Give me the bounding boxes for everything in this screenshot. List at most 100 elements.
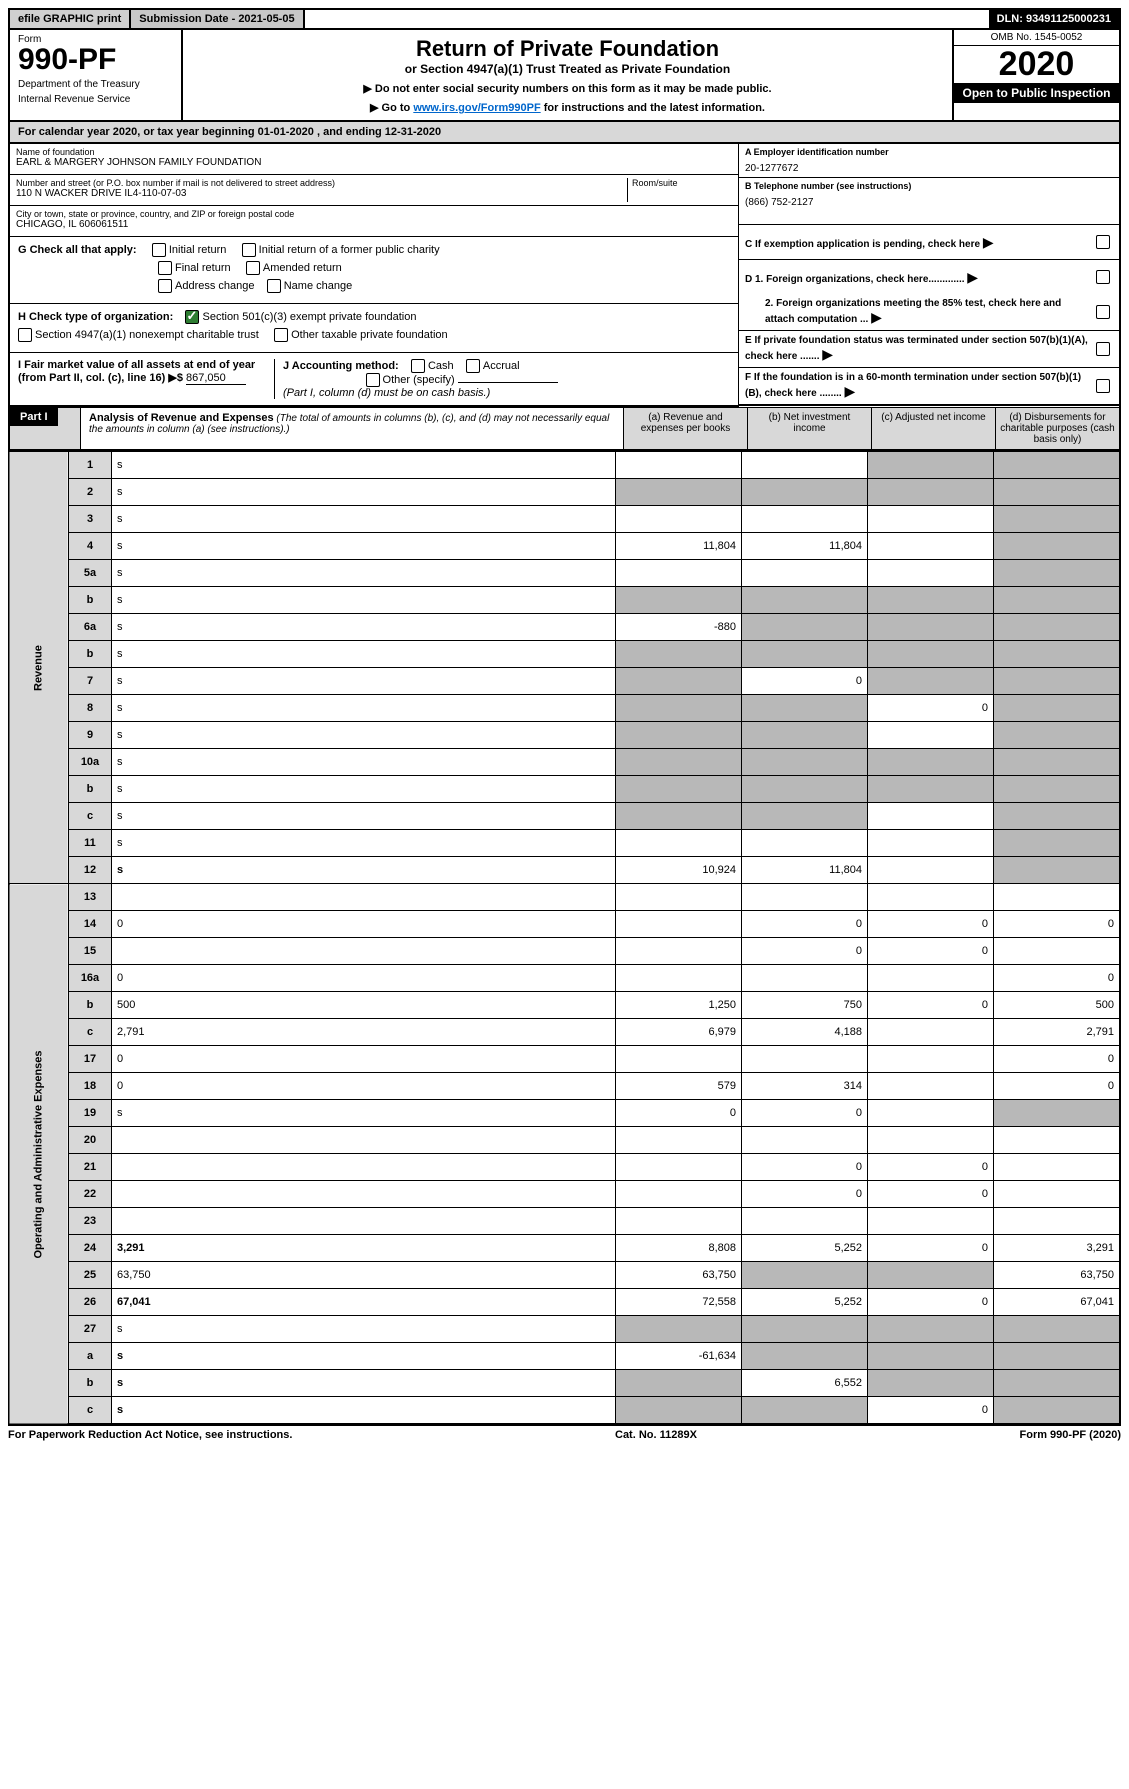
section-d1: D 1. Foreign organizations, check here..…	[739, 260, 1119, 294]
col-d-value	[994, 506, 1121, 533]
col-b-value: 0	[742, 1100, 868, 1127]
line-number: 19	[69, 1100, 112, 1127]
room-label: Room/suite	[632, 178, 732, 188]
col-d-value	[994, 641, 1121, 668]
name-change-checkbox[interactable]	[267, 279, 281, 293]
irs: Internal Revenue Service	[18, 94, 173, 105]
line-row: 140000	[9, 911, 1120, 938]
col-a-value	[616, 560, 742, 587]
col-d-value	[994, 830, 1121, 857]
col-d-head: (d) Disbursements for charitable purpose…	[996, 408, 1119, 449]
col-a-value	[616, 749, 742, 776]
line-row: 6as-880	[9, 614, 1120, 641]
line-desc	[112, 1154, 616, 1181]
col-b-value: 5,252	[742, 1289, 868, 1316]
other-specify-field[interactable]	[458, 382, 558, 383]
line-number: 3	[69, 506, 112, 533]
line-number: 6a	[69, 614, 112, 641]
col-a-value: 63,750	[616, 1262, 742, 1289]
line-row: 19s00	[9, 1100, 1120, 1127]
line-desc: 0	[112, 1073, 616, 1100]
line-number: b	[69, 641, 112, 668]
opt-addr: Address change	[175, 280, 255, 292]
col-a-value	[616, 938, 742, 965]
col-d-value: 0	[994, 965, 1121, 992]
col-d-value	[994, 533, 1121, 560]
part1-table: Revenue1s2s3s4s11,80411,8045asbs6as-880b…	[8, 451, 1121, 1425]
col-c-head: (c) Adjusted net income	[872, 408, 996, 449]
col-b-value: 11,804	[742, 533, 868, 560]
line-number: 12	[69, 857, 112, 884]
col-a-value: 11,804	[616, 533, 742, 560]
efile-print-button[interactable]: efile GRAPHIC print	[10, 10, 131, 28]
footer: For Paperwork Reduction Act Notice, see …	[8, 1425, 1121, 1441]
col-b-value	[742, 776, 868, 803]
section-c: C If exemption application is pending, c…	[739, 225, 1119, 260]
col-c-value	[868, 452, 994, 479]
line-desc: s	[112, 857, 616, 884]
fmv-value: 867,050	[186, 372, 246, 385]
terminated-checkbox[interactable]	[1096, 342, 1110, 356]
col-c-value	[868, 533, 994, 560]
line-number: 22	[69, 1181, 112, 1208]
g-label: G Check all that apply:	[18, 244, 137, 256]
line-desc: 0	[112, 911, 616, 938]
col-c-value: 0	[868, 992, 994, 1019]
col-d-value	[994, 695, 1121, 722]
501c3-checkbox[interactable]	[185, 310, 199, 324]
cash-checkbox[interactable]	[411, 359, 425, 373]
line-row: c2,7916,9794,1882,791	[9, 1019, 1120, 1046]
line-desc: s	[112, 1343, 616, 1370]
line-row: cs	[9, 803, 1120, 830]
col-a-value: 1,250	[616, 992, 742, 1019]
col-d-value	[994, 803, 1121, 830]
line-number: c	[69, 803, 112, 830]
amended-checkbox[interactable]	[246, 261, 260, 275]
line-desc: 2,791	[112, 1019, 616, 1046]
h-label: H Check type of organization:	[18, 311, 173, 323]
col-c-value	[868, 722, 994, 749]
part1-desc: Analysis of Revenue and Expenses (The to…	[81, 408, 624, 449]
col-a-value	[616, 587, 742, 614]
instr-2-pre: ▶ Go to	[370, 102, 413, 114]
form990pf-link[interactable]: www.irs.gov/Form990PF	[413, 102, 540, 114]
col-c-value	[868, 560, 994, 587]
col-d-value: 67,041	[994, 1289, 1121, 1316]
col-b-value	[742, 884, 868, 911]
addr-change-checkbox[interactable]	[158, 279, 172, 293]
accrual-checkbox[interactable]	[466, 359, 480, 373]
col-d-value	[994, 1127, 1121, 1154]
final-return-checkbox[interactable]	[158, 261, 172, 275]
section-f: F If the foundation is in a 60-month ter…	[739, 368, 1119, 406]
col-a-value	[616, 452, 742, 479]
exemption-pending-checkbox[interactable]	[1096, 235, 1110, 249]
col-a-value	[616, 479, 742, 506]
d1-label: D 1. Foreign organizations, check here..…	[745, 274, 965, 285]
col-c-value	[868, 830, 994, 857]
ein-row: A Employer identification number 20-1277…	[739, 144, 1119, 178]
other-taxable-checkbox[interactable]	[274, 328, 288, 342]
foreign-85-checkbox[interactable]	[1096, 305, 1110, 319]
line-row: bs6,552	[9, 1370, 1120, 1397]
dln: DLN: 93491125000231	[989, 10, 1119, 28]
60month-checkbox[interactable]	[1096, 379, 1110, 393]
col-a-value: 72,558	[616, 1289, 742, 1316]
4947-checkbox[interactable]	[18, 328, 32, 342]
addr: 110 N WACKER DRIVE IL4-110-07-03	[16, 188, 627, 199]
line-number: b	[69, 1370, 112, 1397]
line-number: 18	[69, 1073, 112, 1100]
other-method-checkbox[interactable]	[366, 373, 380, 387]
col-a-value	[616, 641, 742, 668]
ein-label: A Employer identification number	[745, 147, 889, 157]
foreign-org-checkbox[interactable]	[1096, 270, 1110, 284]
col-d-value	[994, 1100, 1121, 1127]
line-desc: s	[112, 803, 616, 830]
line-row: 1805793140	[9, 1073, 1120, 1100]
col-a-value: 6,979	[616, 1019, 742, 1046]
title-block: Return of Private Foundation or Section …	[183, 30, 952, 120]
col-c-value	[868, 506, 994, 533]
initial-former-checkbox[interactable]	[242, 243, 256, 257]
col-d-value: 0	[994, 1073, 1121, 1100]
initial-return-checkbox[interactable]	[152, 243, 166, 257]
col-d-value	[994, 1397, 1121, 1425]
